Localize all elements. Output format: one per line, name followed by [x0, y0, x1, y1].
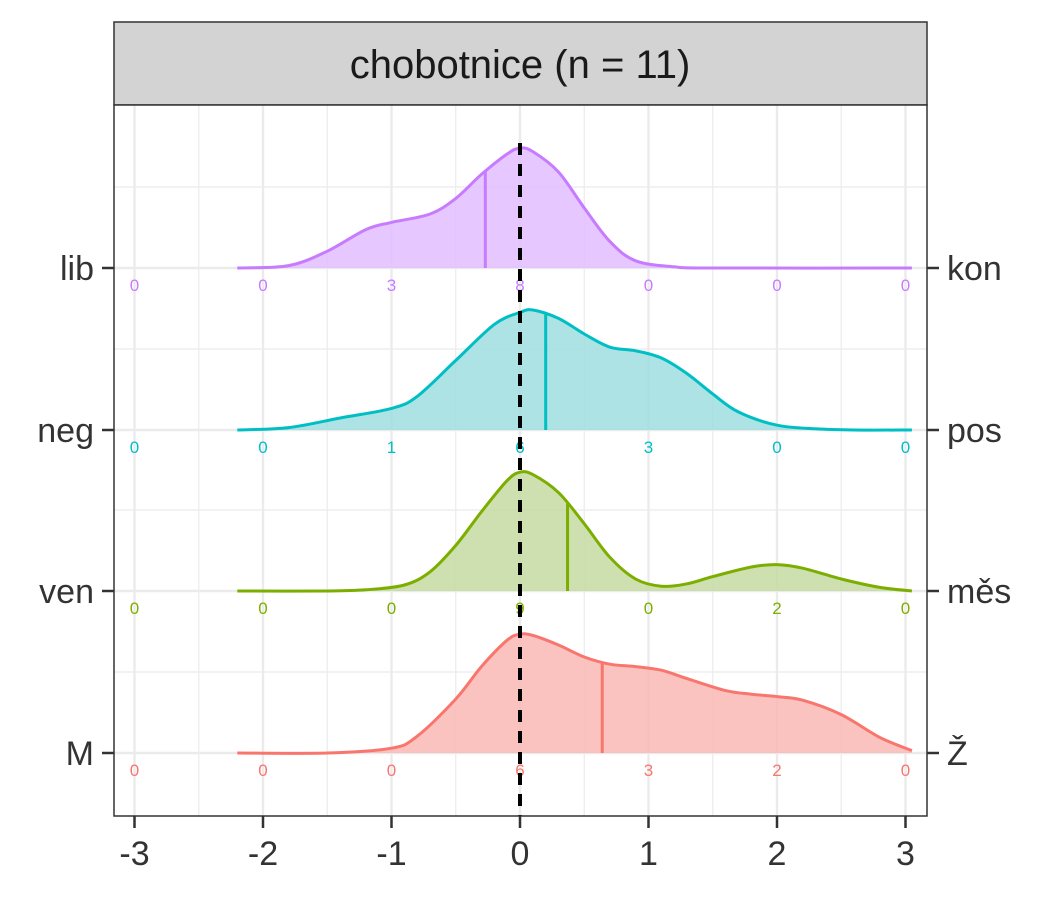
count-label: 3 [644, 438, 653, 457]
density-area [237, 471, 912, 592]
count-label: 0 [387, 761, 396, 780]
count-label: 3 [387, 276, 396, 295]
count-label: 0 [901, 438, 910, 457]
count-label: 1 [387, 438, 396, 457]
count-label: 0 [258, 276, 267, 295]
strip-background [113, 21, 928, 106]
count-label: 0 [644, 599, 653, 618]
right-label: měs [947, 573, 1011, 611]
count-label: 0 [130, 761, 139, 780]
count-label: 0 [130, 276, 139, 295]
count-label: 0 [644, 276, 653, 295]
x-tick-label: 2 [768, 835, 787, 873]
count-label: 0 [901, 599, 910, 618]
right-label: kon [947, 250, 1002, 288]
x-tick-label: -3 [119, 835, 149, 873]
count-label: 2 [772, 599, 781, 618]
count-label: 0 [772, 438, 781, 457]
x-tick-label: -2 [248, 835, 278, 873]
left-label-ven: ven [39, 573, 94, 611]
count-label: 0 [901, 761, 910, 780]
ridge-ven: 0009020 [130, 470, 913, 618]
axes: lib kon neg pos ven měs M Ž -3 -2 -1 0 1 2 3 [37, 250, 1011, 873]
x-tick-label: 1 [639, 835, 658, 873]
x-tick-label: -1 [376, 835, 406, 873]
density-line [237, 308, 912, 432]
density-area [237, 633, 912, 754]
density-line [237, 632, 913, 755]
density-area [237, 309, 912, 431]
count-label: 3 [644, 761, 653, 780]
x-tick-label: 3 [896, 835, 915, 873]
strip-title: chobotnice (n = 11) [350, 43, 691, 87]
density-line [237, 470, 913, 593]
density-area [237, 147, 912, 269]
count-label: 0 [130, 599, 139, 618]
count-label: 2 [772, 761, 781, 780]
count-label: 6 [515, 761, 524, 780]
count-label: 0 [258, 438, 267, 457]
x-tick-label: 0 [511, 835, 530, 873]
count-label: 0 [387, 599, 396, 618]
count-label: 0 [130, 438, 139, 457]
plot-border [113, 104, 928, 817]
right-label: Ž [947, 735, 968, 773]
left-label-M: M [66, 735, 94, 773]
count-label: 0 [258, 761, 267, 780]
right-label: pos [947, 412, 1002, 450]
count-label: 8 [515, 276, 524, 295]
count-label: 0 [901, 276, 910, 295]
ridges: 0038000001630000090200006320 [130, 146, 913, 780]
left-label-lib: lib [60, 250, 94, 288]
count-label: 0 [772, 276, 781, 295]
left-label-neg: neg [37, 412, 94, 450]
ridge-M: 0 0 0 6 3 2 0 [130, 632, 913, 780]
count-label: 0 [258, 599, 267, 618]
